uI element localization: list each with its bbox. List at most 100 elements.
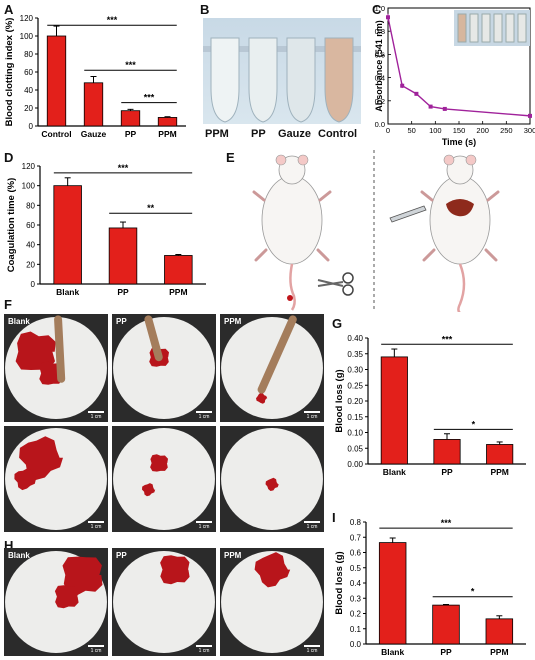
- panel-letter-e: E: [226, 150, 235, 165]
- blood-stain: [256, 392, 268, 404]
- y-tick-label: 20: [24, 104, 33, 113]
- y-tick-label: 20: [26, 260, 35, 269]
- bar: [108, 227, 138, 285]
- y-tick-label: 0.4: [350, 579, 362, 588]
- photo-drawing: [221, 428, 323, 530]
- panel-letter-i: I: [332, 510, 336, 525]
- mouse-tail: [257, 315, 297, 394]
- y-tick-label: 0.6: [350, 549, 362, 558]
- bleeding-photo: PPM 1 cm: [220, 548, 324, 656]
- inset-tube: [505, 13, 515, 43]
- scale-bar: 1 cm: [88, 411, 104, 420]
- scale-bar-label: 1 cm: [198, 524, 210, 530]
- photo-drawing: [221, 551, 323, 653]
- y-axis-label: Blood clotting index (%): [4, 18, 15, 127]
- scissors-icon: [317, 272, 354, 296]
- panel-letter-a: A: [4, 2, 14, 17]
- photo-label: PP: [116, 317, 127, 326]
- bleeding-photo: PPM 1 cm: [220, 314, 324, 422]
- photo-label: PPM: [224, 317, 242, 326]
- x-tick-label: Blank: [381, 647, 404, 657]
- mouse-model-illustration: [252, 150, 500, 312]
- x-tick-label: PPM: [490, 647, 508, 657]
- photo-label: PPM: [224, 551, 242, 560]
- scale-bar: 1 cm: [196, 645, 212, 654]
- x-tick-label: 250: [500, 126, 513, 135]
- blood-stain: [54, 585, 79, 609]
- data-point: [414, 91, 419, 96]
- x-tick-label: PP: [125, 129, 137, 139]
- y-tick-label: 0.1: [350, 625, 362, 634]
- tubes-photo: [203, 18, 361, 124]
- bleeding-photo: Blank 1 cm: [4, 548, 108, 656]
- x-tick-label: Blank: [56, 287, 79, 297]
- x-tick-label: 100: [429, 126, 442, 135]
- photo-label: PP: [116, 551, 127, 560]
- data-point: [400, 83, 405, 88]
- blood-stain: [254, 552, 291, 588]
- chart-a-clotting-index: 0 20 40 60 80 100 120 Control Gauze PP PPM *** *** **…: [4, 14, 186, 139]
- y-tick-label: 0.25: [347, 381, 363, 390]
- data-point: [528, 113, 532, 118]
- significance-label: *: [472, 419, 476, 429]
- scale-bar-line: [88, 645, 104, 647]
- panel-letter-g: G: [332, 316, 343, 331]
- scale-bar-line: [196, 645, 212, 647]
- tube-gauze: [286, 37, 316, 123]
- data-point: [442, 106, 447, 111]
- x-tick-label: PP: [440, 647, 452, 657]
- tube-ppm: [210, 37, 240, 123]
- x-tick-label: Control: [41, 129, 71, 139]
- panel-letter-f: F: [4, 297, 12, 312]
- blood-stain: [62, 556, 103, 596]
- significance-label: **: [147, 203, 155, 213]
- scale-bar: 1 cm: [196, 411, 212, 420]
- tube-label-gauze: Gauze: [278, 128, 312, 140]
- x-tick-label: Blank: [383, 467, 406, 477]
- blood-stain: [160, 555, 190, 585]
- photo-drawing: [221, 315, 323, 419]
- bar: [164, 255, 193, 285]
- y-tick-label: 0.00: [347, 460, 363, 469]
- significance-label: ***: [144, 93, 155, 103]
- scale-bar-label: 1 cm: [306, 524, 318, 530]
- significance-label: ***: [107, 15, 118, 25]
- inset-tube: [493, 13, 503, 43]
- inset-tube: [469, 13, 479, 43]
- scale-bar-label: 1 cm: [306, 648, 318, 654]
- scale-bar-line: [304, 521, 320, 523]
- scale-bar-label: 1 cm: [90, 414, 102, 420]
- inset-tube: [517, 13, 527, 43]
- y-axis-label: Blood loss (g): [334, 551, 345, 614]
- blood-stain: [265, 477, 279, 491]
- y-tick-label: 0.10: [347, 429, 363, 438]
- x-tick-label: PPM: [158, 129, 176, 139]
- y-tick-label: 60: [26, 221, 35, 230]
- blood-stain: [15, 331, 56, 370]
- bar: [380, 356, 408, 465]
- photo-drawing: [113, 428, 215, 530]
- bar: [120, 110, 141, 127]
- tube-label-pp: PP: [251, 128, 266, 140]
- inset-photo: [454, 10, 530, 46]
- y-tick-label: 1.0: [375, 4, 385, 13]
- y-tick-label: 0.3: [350, 594, 362, 603]
- scale-bar: 1 cm: [304, 645, 320, 654]
- mouse-tail: [144, 315, 163, 362]
- y-tick-label: 0.2: [350, 610, 362, 619]
- bleeding-photo: Blank 1 cm: [4, 314, 108, 422]
- scale-bar-label: 1 cm: [90, 524, 102, 530]
- photo-drawing: [113, 315, 215, 419]
- y-tick-label: 0.15: [347, 413, 363, 422]
- mouse-liver-cut: [420, 154, 500, 312]
- y-tick-label: 0.0: [350, 640, 362, 649]
- x-tick-label: 0: [386, 126, 390, 135]
- scale-bar-line: [196, 411, 212, 413]
- scale-bar-line: [88, 411, 104, 413]
- panel-letter-b: B: [200, 2, 210, 17]
- bar: [53, 185, 82, 285]
- scale-bar: 1 cm: [88, 521, 104, 530]
- series-line: [387, 17, 531, 117]
- y-tick-label: 120: [22, 162, 36, 171]
